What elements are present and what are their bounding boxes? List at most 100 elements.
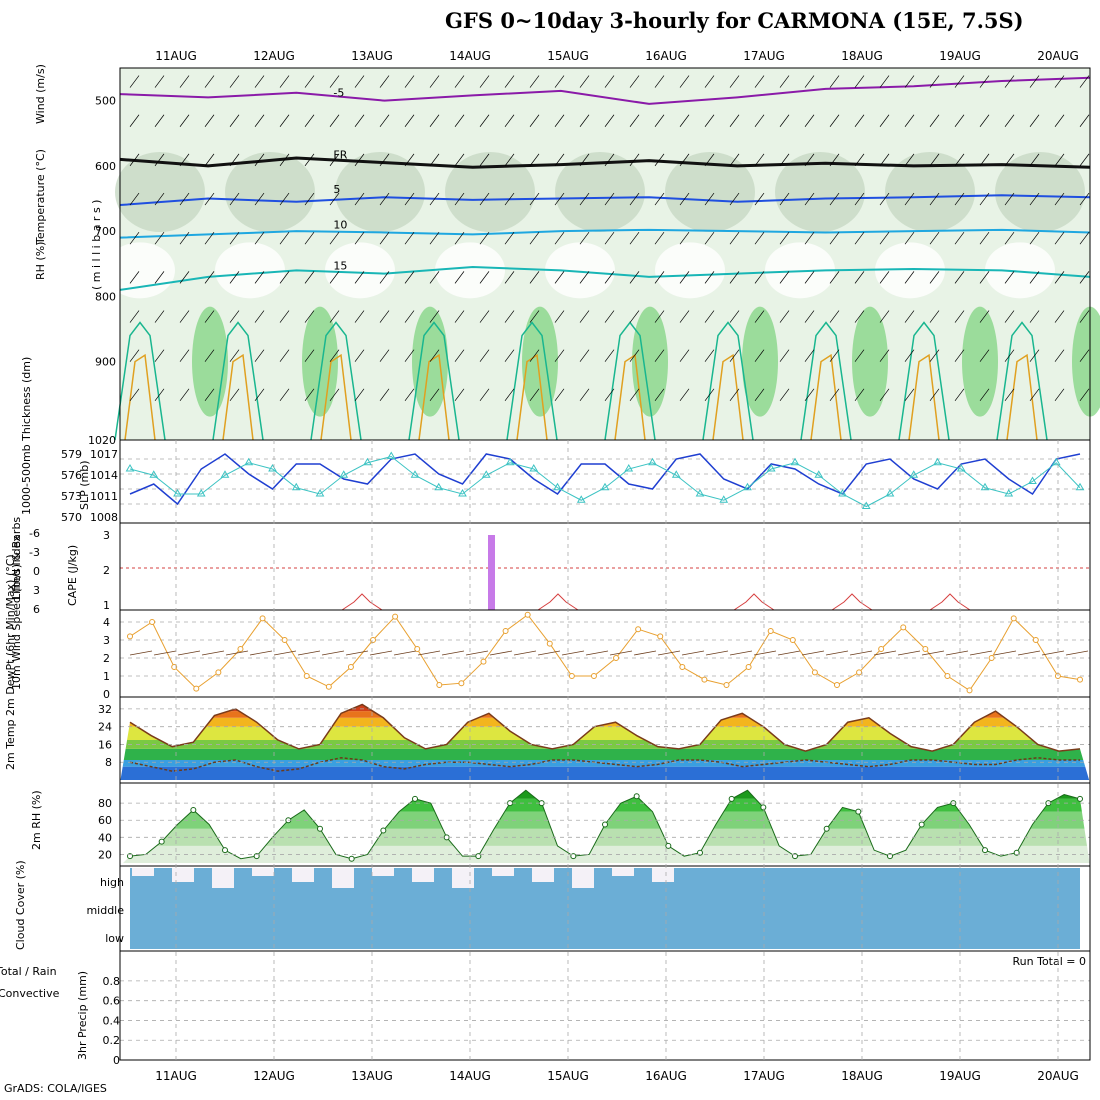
wind-barb: [804, 114, 815, 127]
wind-barb: [479, 388, 490, 402]
boundary-layer-isotherm: [702, 321, 754, 441]
date-label-top: 13AUG: [351, 49, 393, 63]
wind-barb: [904, 153, 915, 167]
wind-barb: [654, 153, 665, 167]
wind-barb: [929, 271, 940, 284]
rh-band: [120, 790, 1090, 799]
wind-barb: [679, 349, 690, 362]
wind-barb: [204, 271, 215, 284]
wind-barb: [554, 192, 565, 206]
wind-barb: [454, 310, 465, 323]
wind-barb: [729, 192, 740, 206]
wind-speed-point: [966, 687, 973, 694]
rh-point: [475, 853, 482, 860]
cape-tick: 3: [103, 529, 110, 542]
precip-tick: 0.8: [103, 975, 121, 988]
rh-point: [665, 842, 672, 849]
temp-tick: 16: [98, 738, 112, 751]
cloud-clear-high: [372, 868, 394, 876]
wind-barb: [204, 192, 215, 206]
wind-barb: [829, 232, 840, 245]
wind-barb: [393, 650, 417, 656]
lifted-index-tick: 0: [33, 565, 40, 578]
wind-barb: [579, 153, 590, 167]
rh-shading-50: [555, 152, 645, 232]
wind-speed-point: [171, 664, 178, 670]
wind-barb: [229, 153, 240, 167]
isotherm-label: 10: [333, 218, 347, 231]
slp-tick: 1017: [90, 448, 118, 461]
wind-barb: [1041, 650, 1065, 656]
thickness-tick: 579: [61, 448, 82, 461]
wind-barb: [979, 349, 990, 362]
thickness-point: [695, 489, 705, 497]
wind-speed-point: [127, 633, 133, 640]
wind-barb: [729, 232, 740, 245]
rh-shading-50: [665, 152, 755, 232]
wind-barb: [279, 310, 290, 323]
thickness-point: [885, 489, 895, 497]
wind-barb: [304, 192, 315, 206]
wind-barb: [679, 310, 690, 323]
wind-barb: [704, 153, 715, 167]
cape-label: CAPE (J/kg): [66, 545, 79, 606]
wind-barb: [204, 232, 215, 245]
isotherm-label: 5: [333, 183, 340, 196]
isotherm-label: FR: [333, 149, 347, 162]
wind-barb: [753, 650, 777, 656]
wind-barb: [504, 349, 515, 362]
thickness-point: [1051, 457, 1061, 466]
rh-point: [253, 853, 260, 860]
wind-barb: [379, 232, 390, 245]
thickness-point: [743, 482, 752, 491]
date-label-bottom: 11AUG: [155, 1069, 197, 1083]
wind-speed-point: [635, 626, 642, 633]
wind-barb: [304, 271, 315, 284]
thickness-point: [196, 489, 206, 497]
isotherm-line: [119, 228, 1091, 239]
rh-shading-low: [435, 242, 505, 299]
wind-barb: [629, 192, 640, 206]
wind-barb: [754, 192, 765, 206]
precip-tick: 0.2: [103, 1034, 121, 1047]
wind-barb: [804, 271, 815, 284]
run-total: Run Total = 0: [1013, 955, 1087, 968]
wind-barb: [229, 75, 240, 88]
cloud-clear-high: [332, 868, 354, 888]
wind-speed-point: [944, 673, 951, 679]
wind-barb: [729, 650, 753, 656]
wind-barb: [304, 388, 315, 402]
wind-barb: [529, 349, 540, 362]
thickness-point: [648, 457, 657, 466]
wind-barb: [304, 153, 315, 167]
wind-barb: [1054, 75, 1065, 88]
wind-barb: [654, 310, 665, 323]
slp-tick: 1014: [90, 469, 118, 482]
wind-barb: [897, 650, 921, 656]
wind-barb: [379, 349, 390, 362]
wind-barb: [254, 192, 265, 206]
wind-barb: [854, 232, 865, 245]
wind-barb: [654, 232, 665, 245]
wind-speed-point: [568, 673, 575, 679]
wind-barb: [579, 232, 590, 245]
wind-barb: [829, 114, 840, 127]
date-label-bottom: 15AUG: [547, 1069, 589, 1083]
wind-barb: [1029, 232, 1040, 245]
wind-barb: [254, 114, 265, 127]
wind-barb: [1054, 349, 1065, 362]
pressure-tick: 900: [95, 356, 116, 369]
wind-barb: [729, 388, 740, 402]
wind-barb: [1004, 271, 1015, 284]
wind-barb: [654, 114, 665, 127]
wind-barb: [779, 232, 790, 245]
wind-barb: [379, 114, 390, 127]
wind-barb: [579, 388, 590, 402]
wind-barb: [379, 153, 390, 167]
thickness-point: [933, 457, 942, 466]
cloud-clear-high: [452, 868, 474, 888]
rh-shading-50: [115, 152, 205, 232]
thickness-point: [600, 482, 610, 491]
wind-barb: [1004, 232, 1015, 245]
